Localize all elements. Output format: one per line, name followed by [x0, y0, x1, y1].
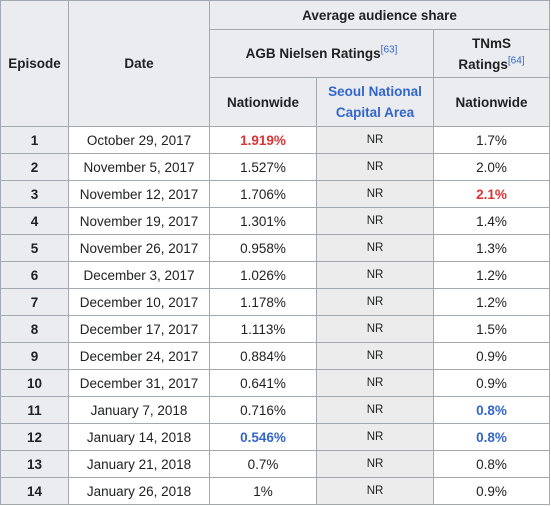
agb-nationwide-cell: 1.527%: [209, 153, 317, 181]
table-row: 13 January 21, 2018 0.7% NR 0.8%: [0, 450, 550, 478]
agb-nationwide-cell: 0.884%: [209, 342, 317, 370]
table-row: 14 January 26, 2018 1% NR 0.9%: [0, 477, 550, 505]
date-cell: January 7, 2018: [68, 396, 210, 424]
header-tnms-nationwide: Nationwide: [433, 77, 550, 127]
episode-cell: 5: [0, 234, 69, 262]
episode-cell: 1: [0, 126, 69, 154]
table-row: 10 December 31, 2017 0.641% NR 0.9%: [0, 369, 550, 397]
date-cell: January 26, 2018: [68, 477, 210, 505]
seoul-cell: NR: [316, 126, 434, 154]
date-cell: November 19, 2017: [68, 207, 210, 235]
episode-cell: 14: [0, 477, 69, 505]
table-row: 8 December 17, 2017 1.113% NR 1.5%: [0, 315, 550, 343]
ratings-table-body: 1 October 29, 2017 1.919% NR 1.7% 2 November 5…: [0, 126, 550, 505]
date-cell: January 21, 2018: [68, 450, 210, 478]
table-row: 4 November 19, 2017 1.301% NR 1.4%: [0, 207, 550, 235]
tnms-nationwide-cell: 0.8%: [433, 423, 550, 451]
date-cell: January 14, 2018: [68, 423, 210, 451]
table-row: 6 December 3, 2017 1.026% NR 1.2%: [0, 261, 550, 289]
agb-nationwide-cell: 0.7%: [209, 450, 317, 478]
seoul-cell: NR: [316, 207, 434, 235]
table-row: 12 January 14, 2018 0.546% NR 0.8%: [0, 423, 550, 451]
table-row: 2 November 5, 2017 1.527% NR 2.0%: [0, 153, 550, 181]
table-row: 1 October 29, 2017 1.919% NR 1.7%: [0, 126, 550, 154]
agb-nationwide-cell: 1.178%: [209, 288, 317, 316]
tnms-nationwide-cell: 2.0%: [433, 153, 550, 181]
date-cell: November 5, 2017: [68, 153, 210, 181]
episode-cell: 9: [0, 342, 69, 370]
agb-reference-link[interactable]: [63]: [380, 44, 398, 56]
seoul-cell: NR: [316, 234, 434, 262]
seoul-cell: NR: [316, 450, 434, 478]
episode-cell: 12: [0, 423, 69, 451]
agb-nationwide-cell: 1.706%: [209, 180, 317, 208]
tnms-nationwide-cell: 1.2%: [433, 261, 550, 289]
agb-nationwide-cell: 0.546%: [209, 423, 317, 451]
episode-cell: 11: [0, 396, 69, 424]
date-cell: December 24, 2017: [68, 342, 210, 370]
date-cell: December 10, 2017: [68, 288, 210, 316]
tnms-nationwide-cell: 1.3%: [433, 234, 550, 262]
tnms-nationwide-cell: 2.1%: [433, 180, 550, 208]
agb-nationwide-cell: 1%: [209, 477, 317, 505]
tnms-nationwide-cell: 0.9%: [433, 369, 550, 397]
agb-label: AGB Nielsen Ratings: [245, 46, 381, 61]
episode-cell: 10: [0, 369, 69, 397]
episode-cell: 3: [0, 180, 69, 208]
seoul-cell: NR: [316, 369, 434, 397]
episode-cell: 2: [0, 153, 69, 181]
seoul-cell: NR: [316, 477, 434, 505]
table-row: 7 December 10, 2017 1.178% NR 1.2%: [0, 288, 550, 316]
seoul-cell: NR: [316, 396, 434, 424]
seoul-cell: NR: [316, 342, 434, 370]
seoul-cell: NR: [316, 180, 434, 208]
tnms-nationwide-cell: 0.9%: [433, 342, 550, 370]
agb-nationwide-cell: 1.026%: [209, 261, 317, 289]
table-row: 11 January 7, 2018 0.716% NR 0.8%: [0, 396, 550, 424]
episode-cell: 7: [0, 288, 69, 316]
table-row: 3 November 12, 2017 1.706% NR 2.1%: [0, 180, 550, 208]
date-cell: December 31, 2017: [68, 369, 210, 397]
tnms-nationwide-cell: 0.8%: [433, 450, 550, 478]
agb-nationwide-cell: 1.113%: [209, 315, 317, 343]
seoul-cell: NR: [316, 423, 434, 451]
date-cell: October 29, 2017: [68, 126, 210, 154]
agb-nationwide-cell: 0.641%: [209, 369, 317, 397]
episode-cell: 13: [0, 450, 69, 478]
episode-cell: 4: [0, 207, 69, 235]
tnms-nationwide-cell: 1.7%: [433, 126, 550, 154]
agb-nationwide-cell: 0.958%: [209, 234, 317, 262]
header-episode: Episode: [0, 0, 69, 127]
agb-nationwide-cell: 0.716%: [209, 396, 317, 424]
seoul-capital-area-link[interactable]: Seoul National Capital Area: [328, 84, 422, 120]
header-agb-nationwide: Nationwide: [209, 77, 317, 127]
date-cell: November 26, 2017: [68, 234, 210, 262]
table-row: 9 December 24, 2017 0.884% NR 0.9%: [0, 342, 550, 370]
tnms-nationwide-cell: 1.2%: [433, 288, 550, 316]
episode-cell: 6: [0, 261, 69, 289]
date-cell: December 17, 2017: [68, 315, 210, 343]
tnms-label: TNmS Ratings: [458, 35, 511, 72]
header-seoul-capital-area: Seoul National Capital Area: [316, 77, 434, 127]
header-tnms: TNmS Ratings[64]: [433, 29, 550, 78]
seoul-cell: NR: [316, 153, 434, 181]
agb-nationwide-cell: 1.301%: [209, 207, 317, 235]
tnms-nationwide-cell: 0.8%: [433, 396, 550, 424]
table-row: 5 November 26, 2017 0.958% NR 1.3%: [0, 234, 550, 262]
date-cell: November 12, 2017: [68, 180, 210, 208]
tnms-reference-link[interactable]: [64]: [507, 55, 525, 66]
seoul-cell: NR: [316, 288, 434, 316]
episode-cell: 8: [0, 315, 69, 343]
header-average-audience-share: Average audience share: [209, 0, 550, 30]
date-cell: December 3, 2017: [68, 261, 210, 289]
agb-nationwide-cell: 1.919%: [209, 126, 317, 154]
header-agb-nielsen: AGB Nielsen Ratings[63]: [209, 29, 434, 78]
tnms-nationwide-cell: 1.4%: [433, 207, 550, 235]
seoul-cell: NR: [316, 315, 434, 343]
header-date: Date: [68, 0, 210, 127]
tnms-nationwide-cell: 1.5%: [433, 315, 550, 343]
seoul-cell: NR: [316, 261, 434, 289]
tnms-nationwide-cell: 0.9%: [433, 477, 550, 505]
